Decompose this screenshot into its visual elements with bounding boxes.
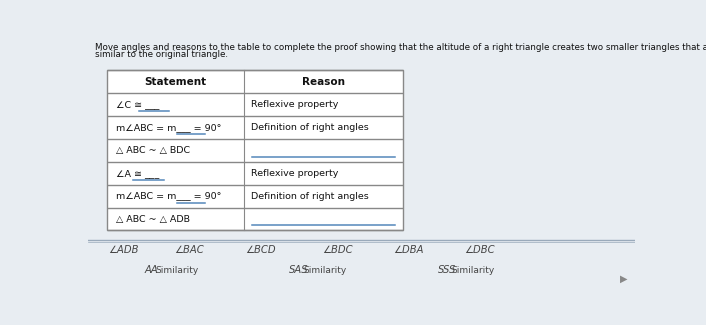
Text: Similarity: Similarity xyxy=(304,266,347,275)
Text: Statement: Statement xyxy=(145,77,207,87)
Text: Similarity: Similarity xyxy=(156,266,199,275)
Text: △ ABC ~ △ ADB: △ ABC ~ △ ADB xyxy=(116,214,190,224)
Text: ∠C ≅ ___: ∠C ≅ ___ xyxy=(116,100,159,109)
Text: Reflexive property: Reflexive property xyxy=(251,169,338,178)
Text: Definition of right angles: Definition of right angles xyxy=(251,192,369,201)
Text: ∠A ≅ ___: ∠A ≅ ___ xyxy=(116,169,159,178)
Text: ∠BDC: ∠BDC xyxy=(322,245,352,255)
Text: ∠BAC: ∠BAC xyxy=(174,245,204,255)
Bar xyxy=(107,70,403,230)
Text: ∠DBA: ∠DBA xyxy=(393,245,424,255)
Text: Similarity: Similarity xyxy=(451,266,494,275)
Text: Move angles and reasons to the table to complete the proof showing that the alti: Move angles and reasons to the table to … xyxy=(95,43,706,52)
Text: ∠BCD: ∠BCD xyxy=(245,245,276,255)
Text: ∠ADB: ∠ADB xyxy=(109,245,139,255)
Text: ▶: ▶ xyxy=(620,274,627,284)
Text: Reflexive property: Reflexive property xyxy=(251,100,338,109)
Text: ∠DBC: ∠DBC xyxy=(464,245,495,255)
Text: m∠ABC = m___ = 90°: m∠ABC = m___ = 90° xyxy=(116,123,221,132)
Text: △ ABC ~ △ BDC: △ ABC ~ △ BDC xyxy=(116,146,190,155)
Text: Definition of right angles: Definition of right angles xyxy=(251,123,369,132)
Text: SAS: SAS xyxy=(289,266,309,276)
Text: m∠ABC = m___ = 90°: m∠ABC = m___ = 90° xyxy=(116,192,221,201)
Text: SSS: SSS xyxy=(438,266,456,276)
Text: Reason: Reason xyxy=(302,77,345,87)
Text: AA: AA xyxy=(144,266,158,276)
Text: similar to the original triangle.: similar to the original triangle. xyxy=(95,50,228,59)
